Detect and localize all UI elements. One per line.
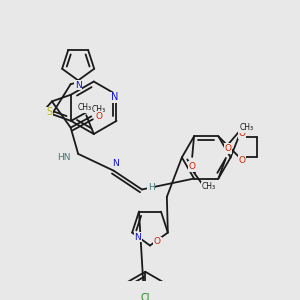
Text: CH₃: CH₃: [92, 105, 106, 114]
Text: N: N: [111, 92, 118, 103]
Text: N: N: [134, 233, 141, 242]
Text: N: N: [112, 159, 119, 168]
Text: O: O: [238, 129, 246, 138]
Text: HN: HN: [57, 153, 71, 162]
Text: N: N: [75, 81, 82, 90]
Text: S: S: [46, 107, 52, 118]
Text: CH₃: CH₃: [202, 182, 216, 191]
Text: H: H: [148, 183, 154, 192]
Text: O: O: [95, 112, 102, 121]
Text: O: O: [224, 144, 231, 153]
Text: O: O: [238, 155, 246, 164]
Text: O: O: [154, 237, 161, 246]
Text: O: O: [189, 162, 196, 171]
Text: CH₃: CH₃: [239, 123, 254, 132]
Text: CH₃: CH₃: [77, 103, 92, 112]
Text: Cl: Cl: [141, 293, 150, 300]
